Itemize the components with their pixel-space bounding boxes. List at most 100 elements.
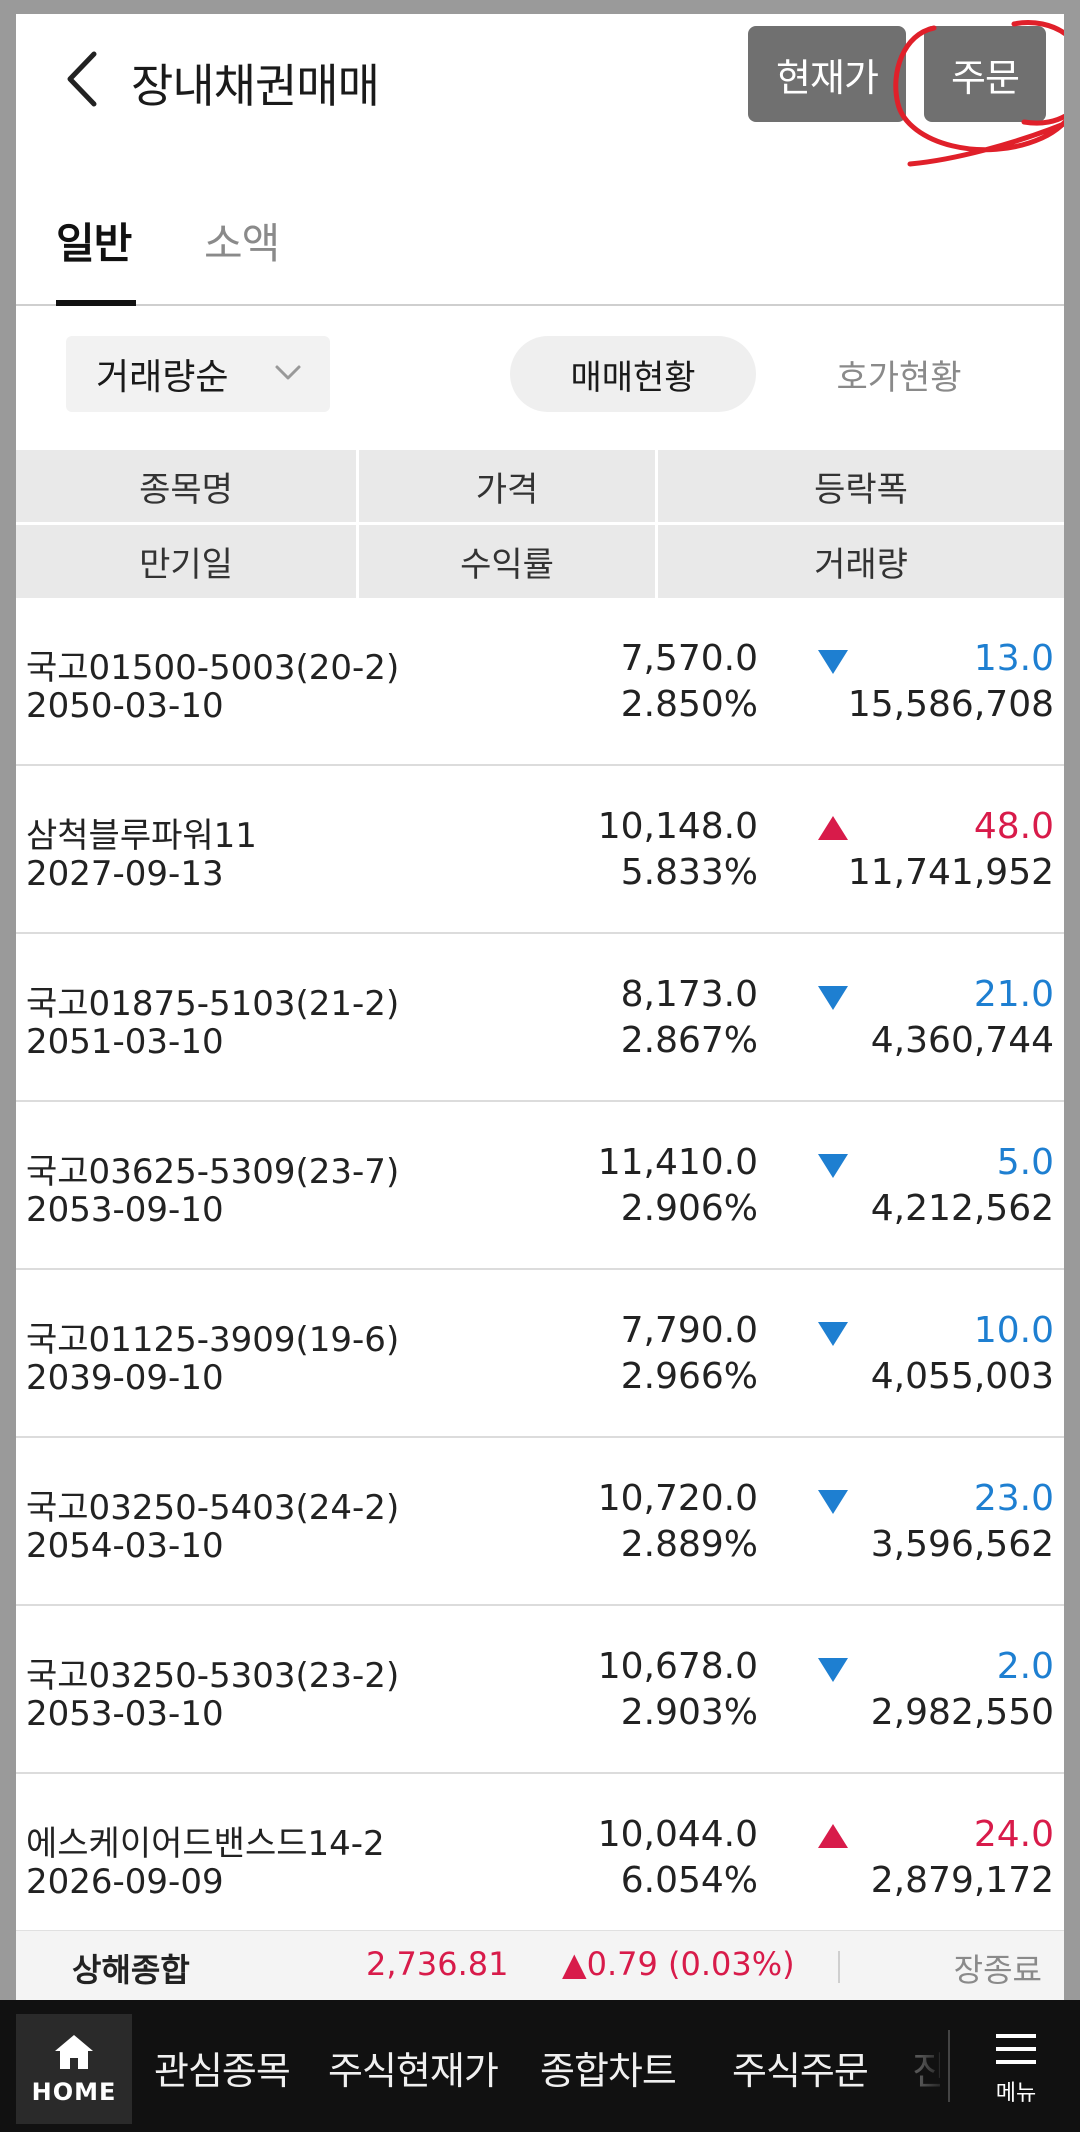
segment-trade-status[interactable]: 매매현황 (510, 336, 756, 412)
price: 10,720.0 (597, 1478, 758, 1519)
hamburger-icon (996, 2034, 1036, 2064)
col-name: 종목명 (139, 469, 233, 510)
current-price-button[interactable]: 현재가 (748, 26, 906, 122)
maturity-date: 2053-03-10 (26, 1694, 224, 1734)
segment-quote-status[interactable]: 호가현황 (836, 357, 962, 398)
table-row[interactable]: 국고01500-5003(20-2) 2050-03-10 7,570.0 2.… (16, 598, 1064, 766)
volume: 4,055,003 (870, 1356, 1054, 1397)
app-header: 장내채권매매 현재가 주문 (16, 14, 1064, 167)
bond-name: 에스케이어드밴스드14-2 (26, 1824, 385, 1864)
market-status: 장종료 (953, 1951, 1042, 1989)
maturity-date: 2026-09-09 (26, 1862, 224, 1902)
triangle-down-icon (818, 1322, 848, 1346)
nav-divider (948, 2030, 950, 2102)
maturity-date: 2050-03-10 (26, 686, 224, 726)
change: 21.0 (973, 974, 1054, 1015)
price: 7,570.0 (620, 638, 758, 679)
volume: 3,596,562 (870, 1524, 1054, 1565)
bond-name: 국고01500-5003(20-2) (26, 648, 400, 688)
order-button[interactable]: 주문 (924, 26, 1046, 122)
maturity-date: 2039-09-10 (26, 1358, 224, 1398)
col-volume: 거래량 (814, 544, 908, 585)
home-button[interactable]: HOME (16, 2014, 132, 2124)
table-row[interactable]: 에스케이어드밴스드14-2 2026-09-09 10,044.0 6.054%… (16, 1774, 1064, 1942)
triangle-down-icon (818, 1658, 848, 1682)
price: 11,410.0 (597, 1142, 758, 1183)
home-icon (55, 2035, 93, 2069)
chevron-left-icon (67, 51, 97, 107)
maturity-date: 2027-09-13 (26, 854, 224, 894)
col-yield: 수익률 (460, 544, 554, 585)
table-row[interactable]: 국고03250-5403(24-2) 2054-03-10 10,720.0 2… (16, 1438, 1064, 1606)
nav-item-chart[interactable]: 종합차트 (540, 2049, 677, 2093)
row-divider (16, 522, 1064, 525)
tab-small[interactable]: 소액 (204, 219, 280, 268)
back-button[interactable] (56, 44, 116, 114)
yield: 2.850% (620, 684, 758, 725)
table-row[interactable]: 삼척블루파워11 2027-09-13 10,148.0 5.833% 48.0… (16, 766, 1064, 934)
sort-dropdown-label: 거래량순 (96, 357, 229, 398)
volume: 2,982,550 (870, 1692, 1054, 1733)
screen: 장내채권매매 현재가 주문 일반 소액 거래량순 매매현황 호가현황 종목명 가… (16, 14, 1064, 2000)
change: 2.0 (996, 1646, 1054, 1687)
bond-name: 국고03625-5309(23-7) (26, 1152, 400, 1192)
table-header: 종목명 가격 등락폭 만기일 수익률 거래량 (16, 450, 1064, 598)
nav-fade (920, 2000, 950, 2132)
volume: 4,212,562 (870, 1188, 1054, 1229)
price: 7,790.0 (620, 1310, 758, 1351)
yield: 5.833% (620, 852, 758, 893)
table-row[interactable]: 국고03625-5309(23-7) 2053-09-10 11,410.0 2… (16, 1102, 1064, 1270)
home-label: HOME (31, 2078, 117, 2106)
price: 10,678.0 (597, 1646, 758, 1687)
maturity-date: 2051-03-10 (26, 1022, 224, 1062)
market-index-value: 2,736.81 (366, 1945, 509, 1983)
ticker-divider (838, 1951, 840, 1983)
triangle-up-icon (818, 816, 848, 840)
tab-bar: 일반 소액 (16, 164, 1064, 306)
triangle-down-icon (818, 986, 848, 1010)
triangle-down-icon (818, 650, 848, 674)
change: 23.0 (973, 1478, 1054, 1519)
table-row[interactable]: 국고03250-5303(23-2) 2053-03-10 10,678.0 2… (16, 1606, 1064, 1774)
market-ticker[interactable]: 상해종합 2,736.81 ▲0.79 (0.03%) 장종료 (16, 1930, 1064, 2000)
active-tab-indicator (56, 300, 136, 306)
table-row[interactable]: 국고01125-3909(19-6) 2039-09-10 7,790.0 2.… (16, 1270, 1064, 1438)
chevron-down-icon (275, 365, 301, 380)
yield: 2.906% (620, 1188, 758, 1229)
nav-item-stock-order[interactable]: 주식주문 (732, 2049, 869, 2093)
maturity-date: 2054-03-10 (26, 1526, 224, 1566)
bottom-nav: HOME 관심종목 주식현재가 종합차트 주식주문 진 메뉴 (0, 2000, 1080, 2132)
change: 48.0 (973, 806, 1054, 847)
col-change: 등락폭 (814, 469, 908, 510)
col-maturity: 만기일 (139, 544, 233, 585)
bond-list: 국고01500-5003(20-2) 2050-03-10 7,570.0 2.… (16, 598, 1064, 1942)
yield: 2.867% (620, 1020, 758, 1061)
triangle-up-icon (818, 1824, 848, 1848)
triangle-down-icon (818, 1154, 848, 1178)
page-title: 장내채권매매 (131, 59, 380, 113)
table-row[interactable]: 국고01875-5103(21-2) 2051-03-10 8,173.0 2.… (16, 934, 1064, 1102)
col-price: 가격 (475, 469, 539, 510)
menu-label: 메뉴 (995, 2081, 1037, 2106)
price: 8,173.0 (620, 974, 758, 1015)
maturity-date: 2053-09-10 (26, 1190, 224, 1230)
market-index-change: ▲0.79 (0.03%) (562, 1945, 795, 1983)
change: 5.0 (996, 1142, 1054, 1183)
yield: 2.903% (620, 1692, 758, 1733)
bond-name: 국고01875-5103(21-2) (26, 984, 400, 1024)
bond-name: 국고01125-3909(19-6) (26, 1320, 400, 1360)
yield: 6.054% (620, 1860, 758, 1901)
change: 10.0 (973, 1310, 1054, 1351)
market-index-name: 상해종합 (72, 1951, 190, 1989)
volume: 15,586,708 (847, 684, 1054, 725)
volume: 11,741,952 (847, 852, 1054, 893)
nav-item-stock-price[interactable]: 주식현재가 (328, 2049, 499, 2093)
change: 13.0 (973, 638, 1054, 679)
tab-general[interactable]: 일반 (56, 219, 132, 268)
price: 10,044.0 (597, 1814, 758, 1855)
yield: 2.966% (620, 1356, 758, 1397)
nav-item-watchlist[interactable]: 관심종목 (154, 2049, 291, 2093)
menu-button[interactable]: 메뉴 (966, 2014, 1066, 2124)
change: 24.0 (973, 1814, 1054, 1855)
sort-dropdown[interactable]: 거래량순 (66, 336, 330, 412)
